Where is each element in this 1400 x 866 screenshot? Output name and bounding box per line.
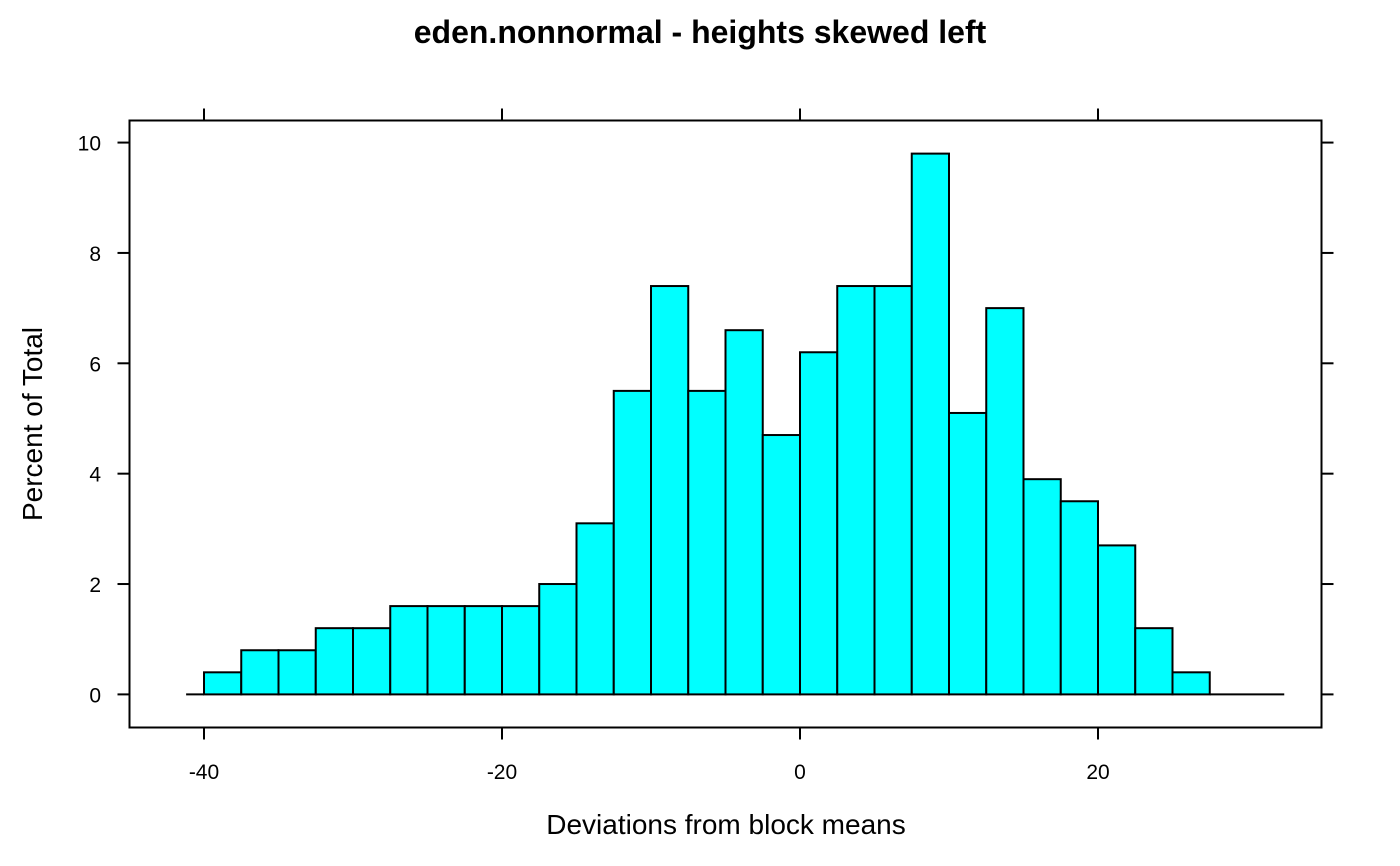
histogram-bar <box>836 285 876 696</box>
histogram-bar <box>799 351 839 696</box>
histogram-bar <box>985 307 1025 696</box>
histogram-bar <box>761 434 801 696</box>
chart-title: eden.nonnormal - heights skewed left <box>414 14 987 50</box>
y-tick-label: 6 <box>89 353 101 376</box>
y-tick-label: 10 <box>78 133 101 156</box>
y-axis-label: Percent of Total <box>17 327 48 521</box>
histogram-bar <box>203 671 243 696</box>
y-tick-label: 4 <box>89 464 101 487</box>
histogram-bar <box>1097 544 1137 696</box>
x-tick-label: -20 <box>487 761 517 784</box>
histogram-bar <box>575 522 615 696</box>
x-tick-label: 0 <box>794 761 806 784</box>
histogram-bar <box>687 389 727 696</box>
x-axis-label: Deviations from block means <box>546 809 905 840</box>
y-tick-label: 0 <box>89 684 101 707</box>
ticks-group: -40 -20 0 20 0 2 4 6 8 10 <box>78 108 1334 784</box>
histogram-bar <box>1134 627 1174 696</box>
histogram-bar <box>463 605 503 696</box>
histogram-bar <box>650 285 690 696</box>
histogram-bar <box>538 583 578 696</box>
histogram-bar <box>277 649 317 696</box>
histogram-bar <box>724 329 764 696</box>
histogram-bar <box>389 605 429 696</box>
histogram-bar <box>948 411 988 696</box>
histogram-bar <box>426 605 466 696</box>
y-tick-label: 8 <box>89 243 101 266</box>
histogram-bar <box>1171 671 1211 696</box>
histogram-bar <box>352 627 392 696</box>
x-tick-label: 20 <box>1086 761 1109 784</box>
histogram-bar <box>240 649 280 696</box>
histogram-bar <box>501 605 541 696</box>
bars-group <box>186 152 1285 696</box>
histogram-bar <box>1059 500 1099 696</box>
plot-frame <box>128 119 1323 729</box>
histogram-bar <box>910 152 950 696</box>
y-tick-label: 2 <box>89 574 101 597</box>
histogram-bar <box>314 627 354 696</box>
x-tick-label: -40 <box>189 761 219 784</box>
histogram-bar <box>1022 478 1062 696</box>
histogram-bar <box>612 389 652 696</box>
histogram-bar <box>873 285 913 696</box>
